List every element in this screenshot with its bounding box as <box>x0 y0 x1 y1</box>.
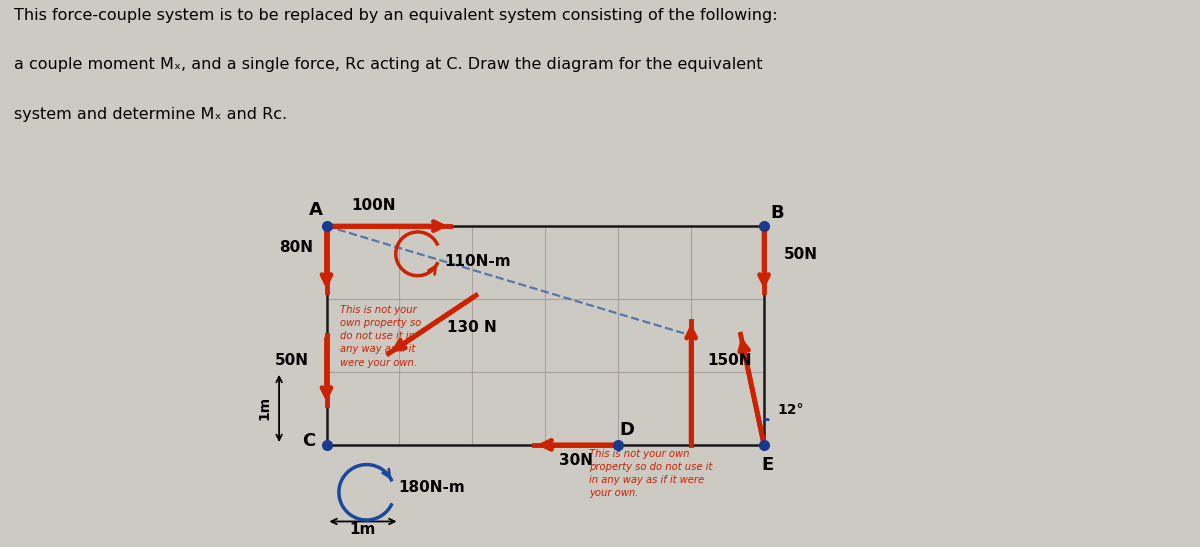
Text: a couple moment Mₓ, and a single force, Rᴄ acting at C. Draw the diagram for the: a couple moment Mₓ, and a single force, … <box>14 57 763 72</box>
Text: 110N-m: 110N-m <box>445 254 511 269</box>
Text: 1m: 1m <box>258 397 271 421</box>
Text: C: C <box>301 432 314 450</box>
Text: This is not your own
property so do not use it
in any way as if it were
your own: This is not your own property so do not … <box>589 449 713 498</box>
Text: 180N-m: 180N-m <box>398 480 464 495</box>
Text: 50N: 50N <box>275 353 310 368</box>
Text: 30N: 30N <box>559 453 593 468</box>
Text: D: D <box>619 421 635 439</box>
Text: 80N: 80N <box>278 240 313 254</box>
Text: 1m: 1m <box>349 522 376 537</box>
Text: 150N: 150N <box>707 353 751 368</box>
Text: This force-couple system is to be replaced by an equivalent system consisting of: This force-couple system is to be replac… <box>14 8 778 23</box>
Text: 12°: 12° <box>778 403 804 417</box>
Text: B: B <box>770 204 784 222</box>
Text: This is not your
own property so
do not use it in
any way as if it
were your own: This is not your own property so do not … <box>340 305 421 368</box>
Text: 100N: 100N <box>352 198 396 213</box>
Text: system and determine Mₓ and Rᴄ.: system and determine Mₓ and Rᴄ. <box>14 107 288 121</box>
Text: 50N: 50N <box>784 247 817 262</box>
Text: E: E <box>762 456 774 474</box>
Text: 130 N: 130 N <box>448 320 497 335</box>
Text: A: A <box>308 201 323 219</box>
